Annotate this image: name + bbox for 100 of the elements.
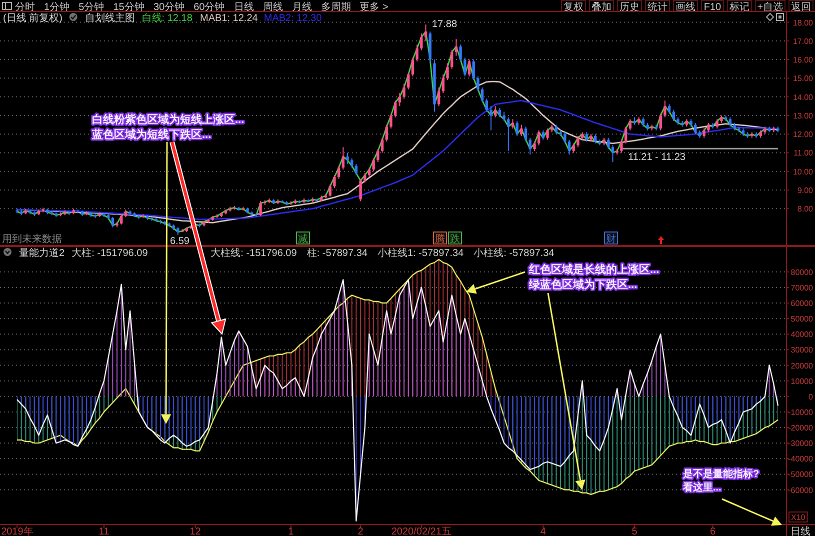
text: 白线: 12.18 xyxy=(142,12,193,24)
candlestick xyxy=(546,128,549,140)
x-tick-label: 12 xyxy=(190,526,202,536)
candlestick xyxy=(368,167,371,178)
text: MAB2: 12.30 xyxy=(264,13,322,24)
y-tick-label: 17.00 xyxy=(792,36,814,46)
candlestick xyxy=(402,83,406,100)
y-axis-title: X10 xyxy=(791,513,806,522)
annotation: 画线 xyxy=(676,1,696,13)
annotation: 60分钟 xyxy=(194,1,225,13)
annotation: 复权 xyxy=(564,1,584,13)
candlestick xyxy=(668,104,671,114)
annotation: 日线 xyxy=(234,1,254,13)
annotation: 小柱线: -57897.34 xyxy=(474,247,555,259)
x-tick-label: 4 xyxy=(540,526,546,536)
y-tick-label: 10000 xyxy=(790,376,814,386)
candlestick xyxy=(420,32,423,51)
x-tick-label: 5 xyxy=(632,526,638,536)
candlestick xyxy=(642,116,645,128)
candlestick xyxy=(472,59,475,81)
candlestick xyxy=(568,139,571,156)
y-tick-label: -30000 xyxy=(788,439,814,448)
candlestick xyxy=(394,100,397,118)
candlestick xyxy=(385,124,388,142)
candlestick xyxy=(611,144,614,163)
y-tick-label: 12.00 xyxy=(792,130,814,140)
candlestick xyxy=(346,152,349,164)
candlestick xyxy=(498,107,502,118)
candlestick xyxy=(459,44,462,62)
y-tick-label: 20000 xyxy=(790,361,814,370)
candlestick xyxy=(664,100,666,118)
y-tick-label: 11.00 xyxy=(794,148,814,158)
y-tick-label: 40000 xyxy=(790,330,814,340)
y-tick-label: 30000 xyxy=(790,346,814,355)
candlestick xyxy=(594,134,597,144)
candlestick xyxy=(607,137,610,150)
y-tick-label: -60000 xyxy=(788,486,814,495)
y-tick-label: -10000 xyxy=(788,408,814,417)
text: 返回 xyxy=(791,1,811,13)
annotation: 1分钟 xyxy=(44,1,70,13)
candlestick xyxy=(416,44,418,62)
candlestick xyxy=(490,106,492,131)
annotation: 17.88 xyxy=(432,19,458,30)
candlestick xyxy=(659,113,662,131)
annotation: 红色区域是长线的上涨区... 绿蓝色区域为下跌区... xyxy=(528,263,660,291)
y-tick-label: 10.00 xyxy=(792,167,814,176)
annotation: 跌 xyxy=(450,233,460,245)
x-tick-label: 2019年 xyxy=(1,526,34,536)
candlestick xyxy=(424,24,428,42)
candlestick xyxy=(576,135,580,148)
annotation: 周线 xyxy=(262,1,283,13)
annotation: 多周期 xyxy=(320,1,351,13)
candlestick xyxy=(328,184,332,198)
candlestick xyxy=(442,74,445,94)
annotation: +自选 xyxy=(757,1,784,13)
annotation: 大柱线: -151796.09 xyxy=(210,247,298,259)
candlestick xyxy=(542,130,545,140)
annotation: 30分钟 xyxy=(153,1,185,13)
y-tick-label: 9.00 xyxy=(797,186,814,196)
annotation: 财 xyxy=(606,233,616,245)
candlestick xyxy=(494,106,497,118)
annotation: 柱: -57897.34 xyxy=(306,247,368,259)
annotation: 大柱: -151796.09 xyxy=(72,247,148,259)
candlestick xyxy=(716,118,718,129)
y-tick-label: 14.00 xyxy=(792,92,814,102)
y-tick-label: 16.00 xyxy=(792,56,814,65)
y-tick-label: -50000 xyxy=(788,470,814,480)
candlestick xyxy=(728,116,732,128)
x-tick-label: 6 xyxy=(710,526,716,536)
candlestick xyxy=(454,38,458,56)
annotation: F10 xyxy=(704,2,722,13)
y-tick-label: 70000 xyxy=(790,283,814,292)
candlestick xyxy=(411,57,414,77)
annotation: 标记 xyxy=(728,1,750,13)
annotation: 用到未来数据 xyxy=(2,233,62,245)
candlestick xyxy=(407,72,410,90)
candlestick xyxy=(702,128,706,138)
x-tick-label: 1 xyxy=(288,526,294,536)
y-tick-label: 15.00 xyxy=(792,74,814,84)
y-tick-label: 13.00 xyxy=(792,111,814,120)
candlestick xyxy=(372,158,375,172)
y-tick-label: -20000 xyxy=(788,424,814,433)
annotation: 是不是量能指标? 看这里... xyxy=(682,468,760,494)
annotation: 5分钟 xyxy=(78,1,104,13)
x-axis-title: 日线 xyxy=(790,526,810,536)
y-tick-label: 8.00 xyxy=(797,204,814,214)
candlestick xyxy=(390,113,392,129)
candlestick xyxy=(585,132,588,142)
candlestick xyxy=(516,120,518,136)
candlestick xyxy=(485,98,488,112)
chart-subtitle: 自划线主图 xyxy=(84,12,135,24)
candlestick xyxy=(437,86,440,107)
candlestick xyxy=(120,214,123,225)
candlestick xyxy=(628,118,632,131)
line-series xyxy=(16,30,779,233)
candlestick xyxy=(376,148,380,163)
candlestick xyxy=(533,141,536,152)
candlestick xyxy=(337,165,340,180)
candlestick xyxy=(446,62,449,81)
candlestick xyxy=(359,178,362,202)
